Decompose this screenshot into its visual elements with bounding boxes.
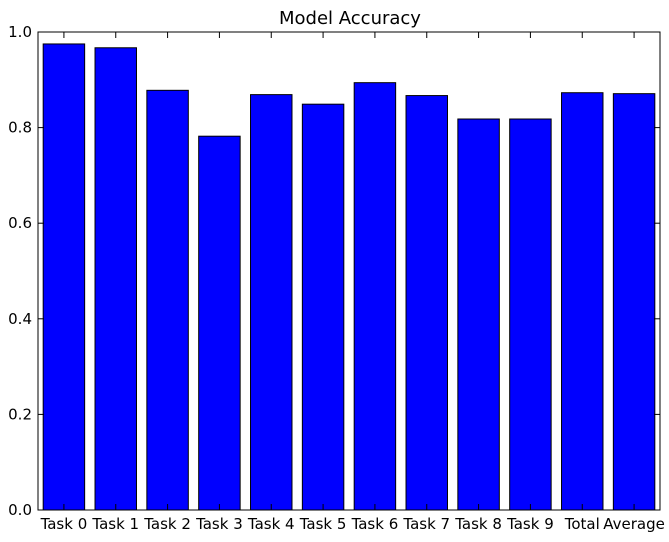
y-ticks-group: 0.0 0.2 0.4 0.6 0.8 1.0 <box>8 23 660 519</box>
bar-2 <box>146 89 189 511</box>
bar-3 <box>198 135 241 511</box>
axes-group <box>37 31 661 511</box>
x-tick-label-4: Task 4 <box>247 515 295 533</box>
y-tick-label-2: 0.4 <box>8 310 32 328</box>
bar-6 <box>353 82 397 511</box>
bar-4 <box>250 94 293 511</box>
plot-background <box>38 32 660 510</box>
chart-title: Model Accuracy <box>279 8 421 29</box>
bar-7 <box>405 95 448 511</box>
y-tick-label-1: 0.2 <box>8 405 32 423</box>
plot-area <box>38 32 660 510</box>
x-ticks-group: Task 0 Task 1 Task 2 Task 3 Task 4 Task 5 Task… <box>40 32 665 533</box>
bars-group <box>42 43 656 511</box>
bar-1 <box>94 47 137 511</box>
bar-10 <box>561 92 604 511</box>
bar-9 <box>509 118 552 511</box>
bar-8 <box>457 118 500 511</box>
x-tick-label-0: Task 0 <box>40 515 88 533</box>
bar-11 <box>612 93 656 511</box>
x-tick-label-9: Task 9 <box>506 515 554 533</box>
x-tick-label-3: Task 3 <box>195 515 243 533</box>
x-tick-label-10: Total <box>564 515 600 533</box>
bar-5 <box>301 103 345 511</box>
y-tick-label-4: 0.8 <box>8 119 32 137</box>
x-tick-label-7: Task 7 <box>402 515 450 533</box>
x-tick-label-11: Average <box>603 515 665 533</box>
x-tick-label-2: Task 2 <box>143 515 191 533</box>
axes-frame <box>37 31 661 511</box>
y-tick-label-5: 1.0 <box>8 23 32 41</box>
x-tick-label-8: Task 8 <box>454 515 502 533</box>
x-tick-label-5: Task 5 <box>299 515 347 533</box>
x-tick-label-1: Task 1 <box>91 515 139 533</box>
y-tick-label-0: 0.0 <box>8 501 32 519</box>
bar-0 <box>42 43 86 511</box>
y-tick-label-3: 0.6 <box>8 214 32 232</box>
x-tick-label-6: Task 6 <box>351 515 399 533</box>
